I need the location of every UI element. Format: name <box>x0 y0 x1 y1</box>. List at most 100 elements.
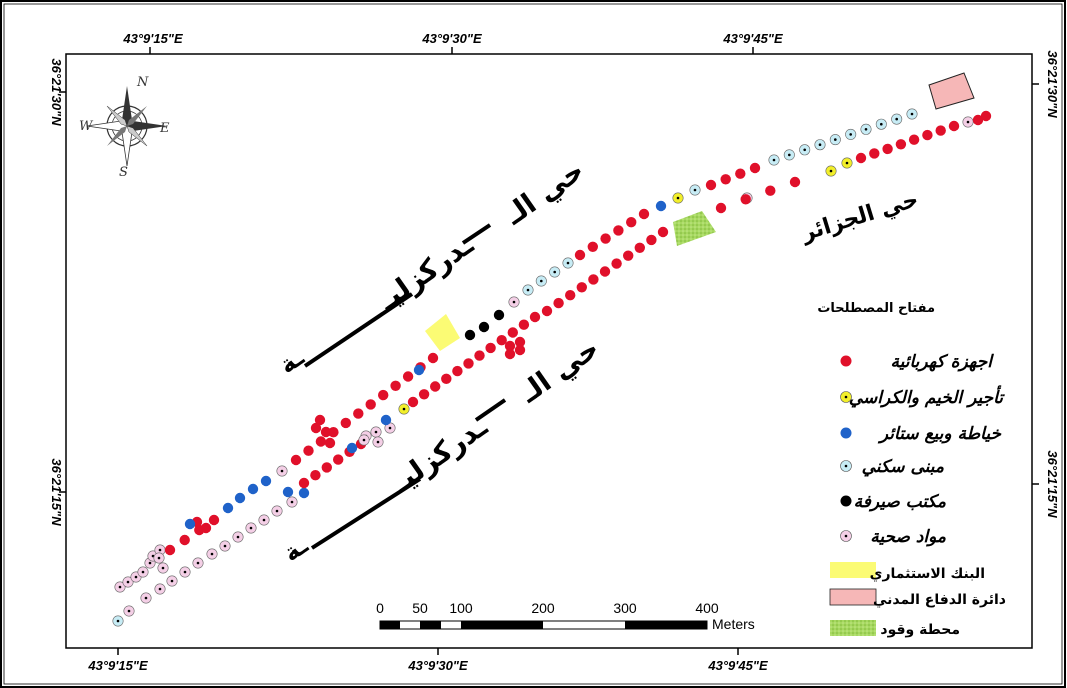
electrical-point <box>321 462 332 473</box>
electrical-point <box>895 139 907 150</box>
legend-item-tents: تأجير الخيم والكراسي <box>840 385 1005 408</box>
tailoring-point <box>222 502 234 514</box>
tailoring-point <box>346 442 358 454</box>
electrical-point <box>789 176 801 188</box>
electrical-point <box>320 426 332 438</box>
electrical-point <box>588 274 599 285</box>
sanitary-point <box>192 557 204 569</box>
legend-item-electrical: اجهزة كهربائية <box>840 352 995 372</box>
legend-item-exchange: مكتب صيرفة <box>840 492 947 512</box>
legend-label-bank: البنك الاستثماري <box>870 566 985 583</box>
electrical-point <box>626 217 637 228</box>
electrical-point <box>310 470 321 481</box>
coord-bottom-2: 43°9'30"E <box>407 658 468 673</box>
sanitary-point <box>137 566 149 578</box>
civil-defense-area <box>928 72 975 110</box>
electrical-point <box>340 417 351 429</box>
legend-item-residential: مبنى سكني <box>840 457 945 477</box>
electrical-point <box>720 174 731 185</box>
sanitary-point <box>179 566 191 578</box>
electrical-point <box>518 319 530 330</box>
electrical-point <box>208 514 220 526</box>
tailoring-point <box>282 486 294 498</box>
electrical-point <box>427 352 439 364</box>
electrical-point <box>514 336 526 348</box>
electrical-point <box>310 422 322 434</box>
tailoring-point <box>298 487 310 499</box>
electrical-point <box>324 437 336 449</box>
sanitary-point <box>166 575 178 587</box>
legend-item-civil-defense: دائرة الدفاع المدني <box>829 588 1006 608</box>
tailoring-point <box>380 414 392 426</box>
fuel-station-area <box>673 211 716 246</box>
residential-point <box>522 284 534 296</box>
coord-right-1: 36°21'30"N <box>1045 50 1060 118</box>
electrical-point <box>646 234 657 246</box>
sanitary-point <box>153 552 165 564</box>
scale-label-100: 100 <box>449 600 473 616</box>
electrical-point <box>164 544 176 556</box>
legend-swatch-civil-defense <box>829 588 877 606</box>
legend-item-fuel: محطة وقود <box>830 620 960 638</box>
scale-unit: Meters <box>712 616 755 632</box>
electrical-point <box>749 162 761 174</box>
electrical-point <box>504 348 516 360</box>
electrical-point <box>507 327 518 338</box>
sanitary-point <box>508 296 520 308</box>
legend-label-residential: مبنى سكني <box>862 457 945 477</box>
electrical-point <box>430 381 441 392</box>
sanitary-point <box>114 581 126 593</box>
electrical-point <box>740 194 751 205</box>
electrical-point <box>908 134 920 145</box>
electrical-point <box>463 358 474 369</box>
points-layer <box>112 108 992 627</box>
scale-label-400: 400 <box>695 600 719 616</box>
electrical-point <box>353 408 364 419</box>
tailoring-point <box>655 200 667 212</box>
sanitary-point <box>154 583 166 595</box>
sanitary-point <box>157 562 169 574</box>
electrical-point <box>553 297 564 309</box>
exchange-point <box>493 309 505 321</box>
electrical-point <box>303 445 314 456</box>
electrical-point <box>390 380 401 391</box>
tailoring-point <box>247 483 259 495</box>
legend-label-fuel: محطة وقود <box>880 622 960 638</box>
residential-point <box>549 266 561 278</box>
residential-point <box>689 184 701 196</box>
electrical-point <box>935 125 946 136</box>
electrical-point <box>565 290 576 301</box>
compass-rose-icon: N S E W <box>79 75 170 180</box>
sanitary-point <box>122 576 134 588</box>
tents-point <box>672 192 684 204</box>
sanitary-point <box>276 465 288 477</box>
electrical-point <box>504 340 516 352</box>
electrical-point <box>402 371 414 382</box>
scale-label-300: 300 <box>613 600 637 616</box>
sanitary-point <box>372 436 384 448</box>
coord-top-3: 43°9'45"E <box>722 31 783 46</box>
legend-item-tailoring: خياطة وبيع ستائر <box>840 424 1001 444</box>
scale-label-0: 0 <box>376 600 384 616</box>
electrical-point <box>485 342 496 354</box>
electrical-point <box>328 427 339 438</box>
scale-label-200: 200 <box>531 600 555 616</box>
residential-point <box>906 108 918 120</box>
electrical-point <box>541 305 553 317</box>
scale-bar: 0 50 100 200 300 400 Meters <box>376 600 755 632</box>
legend-label-exchange: مكتب صيرفة <box>854 492 947 512</box>
tailoring-point <box>234 492 246 504</box>
residential-point <box>829 134 841 146</box>
compass-n: N <box>136 75 149 90</box>
sanitary-point <box>232 531 244 543</box>
electrical-point <box>972 114 984 126</box>
electrical-point <box>290 454 302 466</box>
sanitary-point <box>962 116 974 128</box>
exchange-point <box>464 329 476 341</box>
electrical-point <box>705 179 717 191</box>
electrical-point <box>378 389 389 401</box>
residential-point <box>891 113 903 125</box>
legend-swatch-fuel <box>830 620 876 636</box>
legend-label-electrical: اجهزة كهربائية <box>891 352 995 372</box>
